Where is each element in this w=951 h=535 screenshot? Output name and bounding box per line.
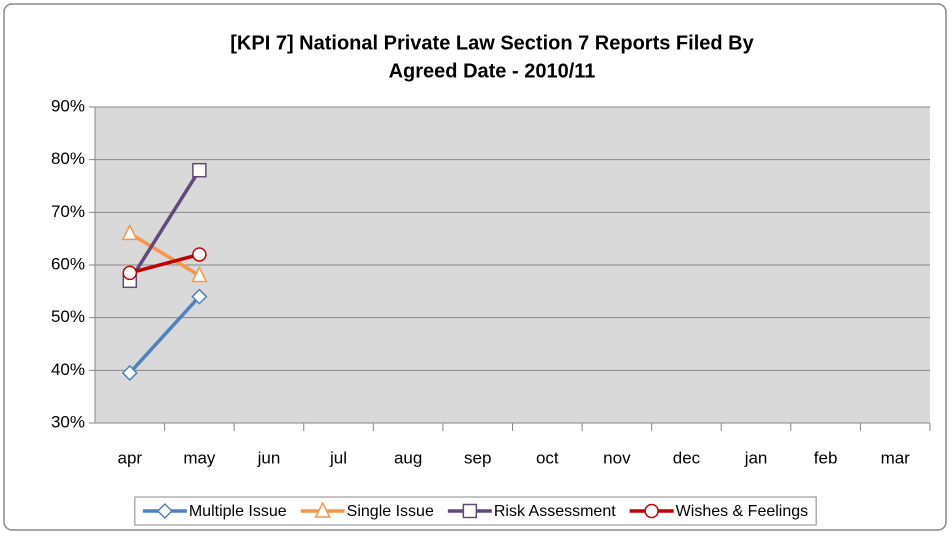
legend-item: Wishes & Feelings: [629, 503, 809, 520]
marker: [122, 265, 138, 281]
legend-item: Single Issue: [300, 501, 434, 520]
series-line: [128, 169, 201, 282]
marker: [191, 288, 208, 305]
legend-label: Wishes & Feelings: [676, 503, 809, 520]
x-tick-label: oct: [536, 448, 559, 467]
x-tick-label: mar: [881, 448, 911, 467]
x-tick-label: dec: [673, 448, 701, 467]
legend: Multiple Issue Single Issue Risk Assessmen…: [134, 496, 817, 526]
x-tick-label: sep: [464, 448, 491, 467]
y-tick-label: 60%: [51, 254, 85, 273]
y-tick-label: 90%: [51, 96, 85, 115]
marker: [462, 503, 478, 519]
y-tick-label: 70%: [51, 202, 85, 221]
x-tick-label: jun: [257, 448, 281, 467]
x-tick-label: aug: [394, 448, 422, 467]
chart-subtitle: Agreed Date - 2010/11: [389, 60, 596, 82]
x-tick-label: feb: [814, 448, 838, 467]
marker: [156, 502, 173, 520]
marker: [644, 503, 659, 519]
legend-label: Risk Assessment: [494, 503, 616, 520]
marker: [121, 223, 139, 241]
x-tick-label: apr: [118, 448, 143, 467]
marker: [314, 501, 331, 518]
y-tick-label: 30%: [51, 412, 85, 431]
legend-label: Multiple Issue: [189, 503, 287, 520]
marker: [191, 265, 208, 283]
legend-label: Single Issue: [347, 503, 434, 520]
x-tick-label: nov: [603, 448, 631, 467]
y-tick-label: 40%: [51, 360, 85, 379]
series-line: [128, 295, 201, 375]
x-tick-label: jul: [329, 448, 347, 467]
legend-box: [134, 496, 817, 526]
legend-item: Multiple Issue: [142, 502, 287, 520]
chart-title: [KPI 7] National Private Law Section 7 R…: [230, 32, 754, 54]
legend-item: Risk Assessment: [447, 503, 616, 520]
x-tick-label: may: [183, 448, 216, 467]
x-tick-label: jan: [744, 448, 768, 467]
y-tick-label: 80%: [51, 149, 85, 168]
marker: [121, 364, 138, 382]
marker: [192, 247, 207, 262]
series-line: [129, 252, 200, 275]
marker: [192, 162, 207, 178]
y-tick-label: 50%: [51, 307, 85, 326]
series-line: [128, 231, 201, 278]
